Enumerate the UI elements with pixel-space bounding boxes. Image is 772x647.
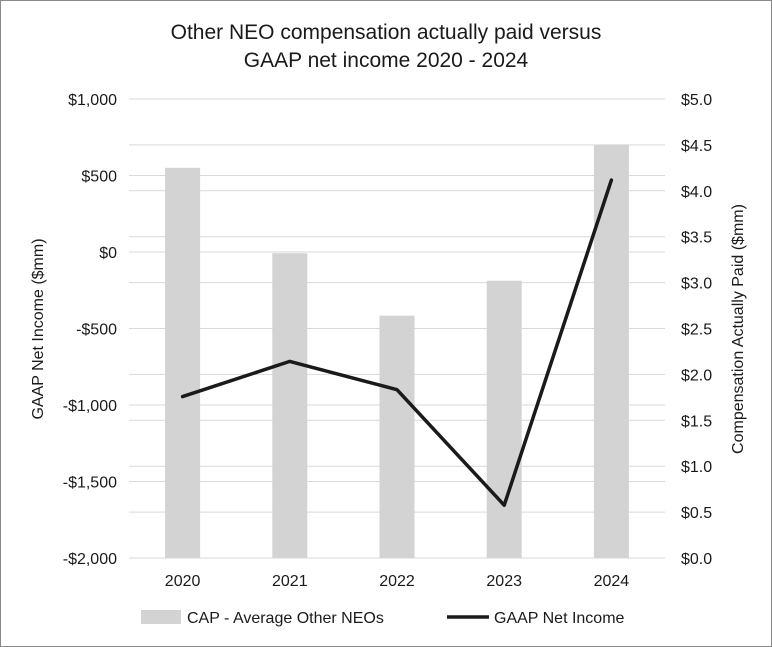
right-tick-label-10: $0.0: [681, 551, 712, 568]
x-tick-label-2023: 2023: [486, 573, 522, 590]
chart-title-line-2: GAAP net income 2020 - 2024: [244, 49, 529, 72]
bar-2023: [486, 280, 522, 558]
right-tick-label-7: $1.5: [681, 413, 712, 430]
legend-swatch-bar: [141, 610, 181, 624]
x-tick-label-2021: 2021: [272, 573, 308, 590]
bar-2022: [379, 315, 415, 558]
right-tick-label-8: $1.0: [681, 459, 712, 476]
x-tick-label-2020: 2020: [165, 573, 201, 590]
x-tick-label-2022: 2022: [379, 573, 415, 590]
bar-2021: [272, 253, 308, 558]
left-tick-label-4: -$1,000: [63, 398, 117, 415]
bar-2020: [165, 167, 201, 558]
line-series: [180, 178, 614, 507]
right-tick-label-1: $4.5: [681, 138, 712, 155]
left-axis-label: GAAP Net Income ($mm): [30, 238, 47, 419]
left-axis-ticks: $1,000 $500 $0 -$500 -$1,000 -$1,500 -$2,000: [63, 92, 117, 568]
right-tick-label-9: $0.5: [681, 505, 712, 522]
left-tick-label-1: $500: [81, 169, 117, 186]
right-tick-label-5: $2.5: [681, 322, 712, 339]
legend-label-bar: CAP - Average Other NEOs: [187, 610, 384, 627]
x-tick-label-2024: 2024: [594, 573, 630, 590]
legend-label-line: GAAP Net Income: [494, 610, 625, 627]
right-tick-label-3: $3.5: [681, 230, 712, 247]
right-tick-label-6: $2.0: [681, 367, 712, 384]
x-axis-ticks: 2020 2021 2022 2023 2024: [165, 573, 629, 590]
left-tick-label-0: $1,000: [68, 92, 117, 109]
right-tick-label-2: $4.0: [681, 184, 712, 201]
bar-series: [165, 144, 629, 558]
left-tick-label-2: $0: [99, 245, 117, 262]
chart-title-line-1: Other NEO compensation actually paid ver…: [171, 21, 602, 44]
right-tick-label-4: $3.0: [681, 276, 712, 293]
left-tick-label-3: -$500: [76, 322, 117, 339]
right-axis-label: Compensation Actually Paid ($mm): [730, 204, 747, 454]
right-axis-ticks: $5.0 $4.5 $4.0 $3.5 $3.0 $2.5 $2.0 $1.5 $1.0 $0.5…: [681, 92, 712, 568]
right-tick-label-0: $5.0: [681, 92, 712, 109]
bar-2024: [593, 144, 629, 558]
left-tick-label-5: -$1,500: [63, 475, 117, 492]
left-tick-label-6: -$2,000: [63, 551, 117, 568]
legend: CAP - Average Other NEOs GAAP Net Income: [141, 610, 625, 627]
